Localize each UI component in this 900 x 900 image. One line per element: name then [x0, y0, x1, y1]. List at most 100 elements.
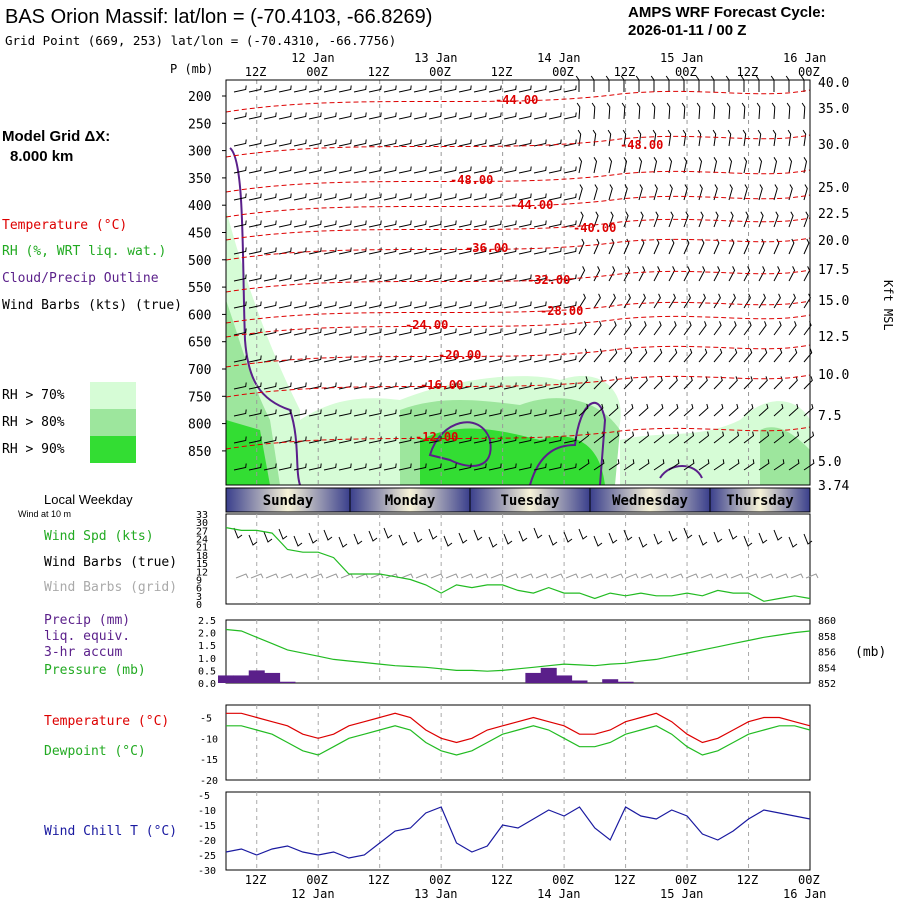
wind-barb — [593, 321, 602, 336]
precip-bar — [233, 675, 250, 683]
rh-fill-areas — [226, 210, 810, 485]
wind-barb — [233, 463, 247, 471]
wind-barb — [383, 166, 397, 174]
temp-contour-label: -16.00 — [420, 378, 463, 392]
wind-barb — [623, 157, 628, 174]
bottom-date-label: 13 Jan — [414, 887, 457, 900]
wind-barb — [473, 139, 487, 147]
surface-wind-barb-true — [383, 527, 393, 539]
wind-barb — [623, 348, 633, 363]
wind-barb — [548, 112, 562, 120]
bottom-hour-label: 12Z — [737, 873, 759, 887]
wind-barb — [443, 85, 457, 93]
wind-barb — [353, 166, 367, 174]
surface-wind-barb-grid — [580, 573, 594, 579]
wind-barb — [608, 184, 613, 201]
wind-barb — [398, 301, 412, 309]
wind-barb — [308, 85, 322, 93]
wind-barb — [743, 376, 753, 390]
surface-wind-barb-grid — [550, 573, 564, 579]
wind-barb — [728, 348, 738, 363]
windchill-tick-label: -25 — [198, 851, 216, 862]
wind-barb — [278, 166, 292, 174]
bottom-date-label: 12 Jan — [291, 887, 334, 900]
wind-barb — [383, 463, 397, 471]
temp-contour-label: -44.00 — [510, 198, 553, 212]
wind-barb — [683, 293, 691, 309]
pressure-tick-label: 550 — [188, 281, 211, 296]
wind-barb — [308, 436, 322, 444]
wind-barb — [638, 266, 646, 282]
pressure-tick-label: 750 — [188, 390, 211, 405]
wind-barb — [788, 321, 797, 336]
wind-barb — [743, 403, 754, 417]
wind-barb — [652, 129, 657, 147]
wind-barb — [668, 376, 678, 390]
wind-barb — [353, 220, 367, 228]
wind-barb — [728, 266, 736, 282]
wind-barb — [248, 193, 262, 201]
wind-barb — [458, 85, 472, 93]
pressure-line — [225, 628, 811, 672]
wind-barb — [293, 382, 307, 390]
wind-barb — [473, 463, 487, 471]
wind-barb — [788, 211, 794, 228]
wind-barb — [368, 85, 382, 93]
kft-axis-title: Kft MSL — [881, 280, 895, 331]
wind-barb — [683, 403, 694, 417]
precip-panel-frame — [225, 619, 811, 684]
wind-barb — [578, 293, 586, 309]
wind-barb — [263, 436, 277, 444]
wind-barb — [413, 301, 427, 309]
bottom-hour-label: 12Z — [491, 873, 513, 887]
surface-wind-barb-grid — [460, 573, 474, 579]
wind-barb — [263, 139, 277, 147]
wind-barb — [758, 266, 766, 282]
pressure-right-tick-label: 856 — [818, 648, 836, 659]
wind-barb — [443, 220, 457, 228]
wind-barb — [563, 193, 577, 201]
legend-cloud-outline: Cloud/Precip Outline — [2, 271, 159, 286]
wind-barb — [413, 436, 427, 444]
wind-barb — [308, 247, 322, 255]
wind-barb — [428, 112, 442, 120]
wind-barb — [338, 301, 352, 309]
wind-barb — [563, 436, 577, 444]
wind-barb — [458, 112, 472, 120]
wind-barb — [443, 382, 457, 390]
wind-barb — [593, 266, 601, 282]
wind-barb — [608, 238, 615, 255]
bottom-hour-label: 12Z — [245, 873, 267, 887]
wind-barb — [713, 403, 724, 417]
wind-barb — [383, 247, 397, 255]
wind-barb — [713, 459, 725, 471]
wind-barb — [338, 274, 352, 282]
wind-barb — [428, 220, 442, 228]
wind-barb — [353, 139, 367, 147]
weekday-cell — [469, 487, 591, 513]
wind-barb — [488, 409, 502, 417]
wind-barb — [353, 409, 367, 417]
wind-barb — [788, 184, 793, 201]
wind-barb — [233, 436, 247, 444]
wind-barb — [458, 328, 472, 336]
wind-barb — [473, 193, 487, 201]
wind-barb — [353, 193, 367, 201]
wind-barb — [741, 102, 746, 120]
wind-barb — [503, 139, 517, 147]
rh80-area-right — [760, 427, 810, 485]
wind-barb — [308, 328, 322, 336]
surface-wind-barb-grid — [280, 573, 294, 579]
wind-barb — [698, 348, 708, 363]
wind-barb — [651, 102, 656, 120]
wind-barb — [608, 293, 616, 309]
wind-barb — [233, 382, 247, 390]
wind-barb — [443, 139, 457, 147]
surface-wind-barb-grid — [640, 573, 654, 579]
wind-barb — [578, 376, 588, 390]
wind-barb — [608, 321, 617, 336]
wind-barb — [458, 139, 472, 147]
wind-barb — [293, 220, 307, 228]
wind-barb — [743, 238, 750, 255]
wind-barb — [398, 112, 412, 120]
